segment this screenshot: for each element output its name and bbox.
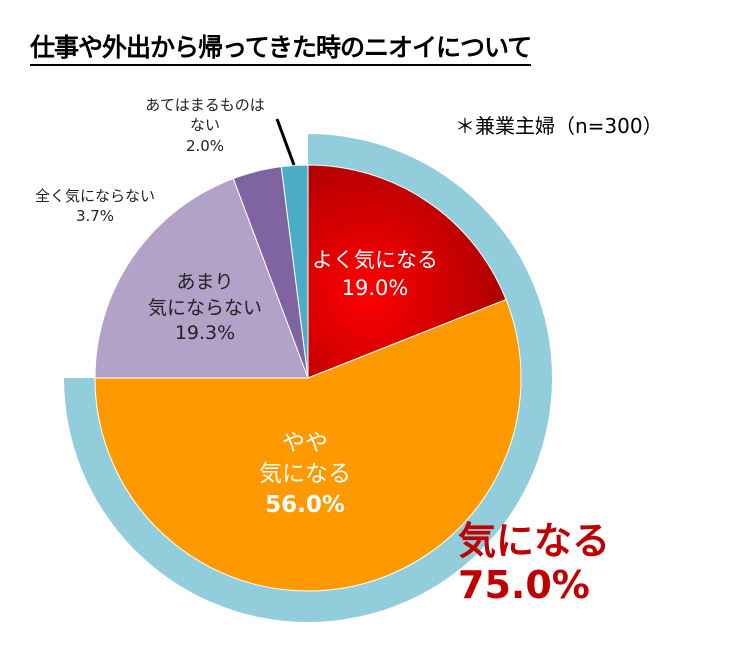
- pie-slice-1: [94, 298, 522, 592]
- value-text: 3.7%: [75, 207, 115, 226]
- slice-label-2: あまり 気にならない 19.3%: [130, 270, 280, 347]
- value-text: 56.0%: [265, 492, 345, 519]
- leader-line: [275, 118, 296, 166]
- chart-title: 仕事や外出から帰ってきた時のニオイについて: [30, 32, 532, 66]
- label-text: 全く気にならない: [34, 187, 155, 205]
- label-text: やや: [282, 430, 328, 456]
- label-text: 気にならない: [147, 296, 262, 319]
- slice-label-1: やや 気になる 56.0%: [230, 428, 380, 521]
- summary-value: 75.0%: [458, 562, 590, 607]
- value-text: 19.0%: [341, 276, 409, 301]
- summary-label: 気になる 75.0%: [458, 519, 611, 607]
- label-text: よく気になる: [312, 248, 438, 272]
- label-text: あてはまるものは: [145, 96, 265, 114]
- sample-note: ＊兼業主婦（n=300）: [455, 114, 663, 138]
- label-text: ない: [189, 116, 220, 135]
- slice-label-0: よく気になる 19.0%: [310, 246, 440, 303]
- summary-text: 気になる: [458, 519, 611, 563]
- pie-slice-0: [307, 164, 507, 379]
- pie-slice-4: [280, 164, 309, 379]
- value-text: 2.0%: [185, 136, 225, 155]
- slice-label-4: あてはまるものは ない 2.0%: [125, 95, 285, 156]
- slice-label-3: 全く気にならない 3.7%: [20, 186, 170, 227]
- label-text: 気になる: [259, 461, 351, 488]
- pie-slice-2: [94, 177, 309, 379]
- label-text: あまり: [176, 271, 234, 293]
- value-text: 19.3%: [174, 322, 236, 345]
